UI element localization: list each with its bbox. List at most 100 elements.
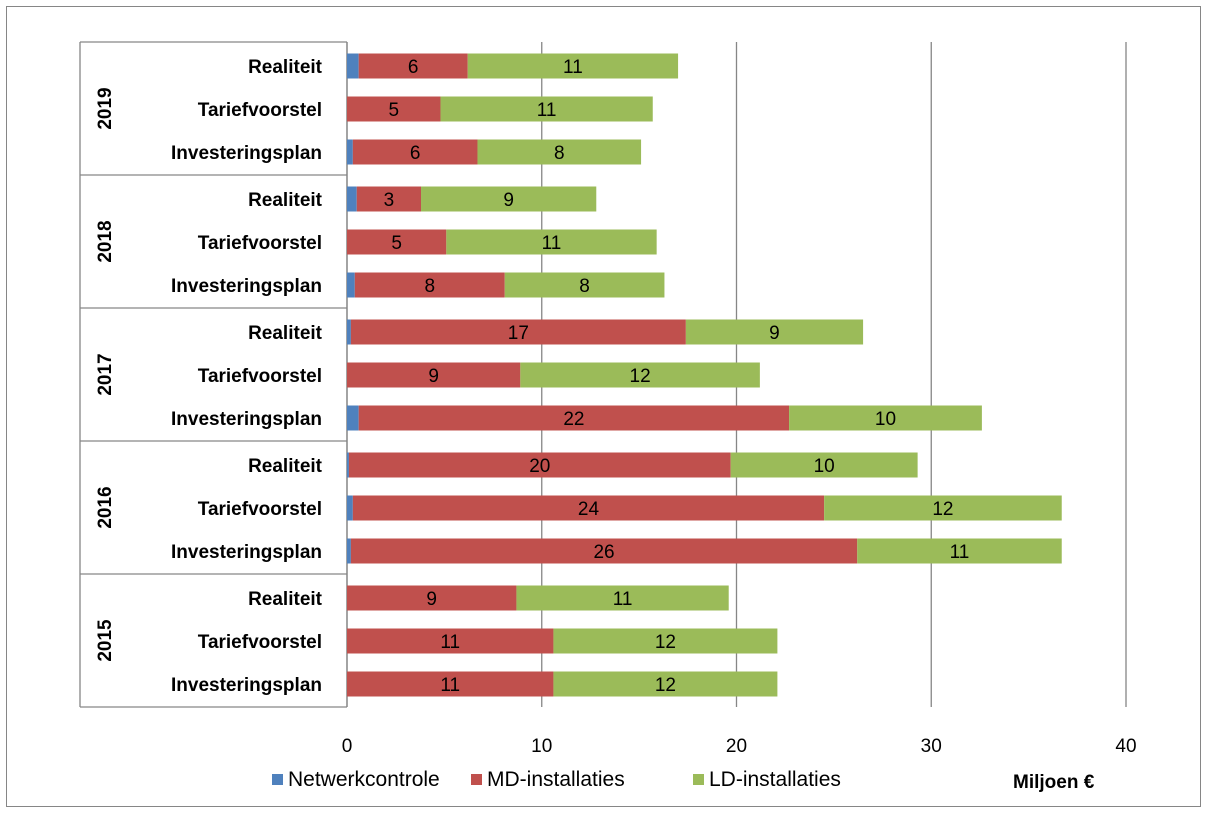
bar-netwerkcontrole — [347, 452, 349, 478]
bar-md-installaties — [352, 495, 825, 521]
bar-md-installaties — [358, 405, 790, 431]
legend-label: LD-installaties — [709, 768, 841, 791]
category-label: Realiteit — [248, 323, 323, 344]
bar-ld-installaties — [824, 495, 1062, 521]
data-label: 9 — [769, 323, 780, 344]
group-label: 2017 — [95, 353, 116, 395]
bar-ld-installaties — [446, 229, 657, 255]
legend-swatch — [471, 774, 482, 785]
data-label: 8 — [424, 276, 435, 297]
category-label: Realiteit — [248, 57, 323, 78]
bar-ld-installaties — [553, 628, 778, 654]
bar-ld-installaties — [504, 272, 665, 298]
data-label: 11 — [440, 675, 460, 696]
data-label: 6 — [408, 57, 419, 78]
category-label: Tariefvoorstel — [198, 366, 322, 387]
bar-ld-installaties — [520, 362, 760, 388]
category-label: Realiteit — [248, 589, 323, 610]
x-axis-title: Miljoen € — [1013, 772, 1095, 793]
bar-netwerkcontrole — [347, 405, 359, 431]
category-label: Investeringsplan — [171, 143, 322, 164]
bar-ld-installaties — [516, 585, 729, 611]
x-tick-label: 0 — [342, 736, 353, 757]
data-label: 9 — [426, 589, 437, 610]
data-label: 10 — [814, 456, 835, 477]
data-label: 3 — [384, 190, 395, 211]
category-label: Realiteit — [248, 190, 323, 211]
data-label: 11 — [950, 542, 970, 563]
data-label: 5 — [388, 100, 399, 121]
bar-netwerkcontrole — [347, 538, 351, 564]
bar-ld-installaties — [730, 452, 918, 478]
data-label: 11 — [563, 57, 583, 78]
category-label: Tariefvoorstel — [198, 100, 322, 121]
data-label: 17 — [508, 323, 529, 344]
data-label: 12 — [932, 499, 953, 520]
category-label: Tariefvoorstel — [198, 233, 322, 254]
bar-md-installaties — [352, 139, 478, 165]
bar-netwerkcontrole — [347, 139, 353, 165]
bar-md-installaties — [347, 229, 447, 255]
bar-ld-installaties — [685, 319, 864, 345]
bar-md-installaties — [347, 671, 554, 697]
legend-label: MD-installaties — [487, 768, 625, 791]
bar-ld-installaties — [421, 186, 597, 212]
data-label: 10 — [875, 409, 896, 430]
group-label: 2018 — [95, 220, 116, 262]
category-label: Investeringsplan — [171, 675, 322, 696]
bar-md-installaties — [347, 362, 521, 388]
bar-md-installaties — [348, 452, 731, 478]
bar-md-installaties — [350, 319, 686, 345]
bar-md-installaties — [347, 585, 517, 611]
category-label: Tariefvoorstel — [198, 499, 322, 520]
bar-ld-installaties — [553, 671, 778, 697]
data-label: 11 — [542, 233, 562, 254]
legend-swatch — [693, 774, 704, 785]
category-label: Investeringsplan — [171, 542, 322, 563]
data-label: 12 — [655, 675, 676, 696]
data-label: 22 — [563, 409, 584, 430]
x-tick-label: 20 — [726, 736, 747, 757]
data-label: 5 — [391, 233, 402, 254]
bar-md-installaties — [358, 53, 468, 79]
x-tick-label: 40 — [1115, 736, 1136, 757]
x-tick-label: 10 — [531, 736, 552, 757]
bar-netwerkcontrole — [347, 495, 353, 521]
group-label: 2015 — [95, 619, 116, 662]
bar-netwerkcontrole — [347, 319, 351, 345]
x-tick-label: 30 — [921, 736, 942, 757]
chart-border — [6, 6, 1201, 807]
data-label: 20 — [529, 456, 550, 477]
data-label: 8 — [579, 276, 590, 297]
category-label: Realiteit — [248, 456, 323, 477]
bar-md-installaties — [356, 186, 422, 212]
bar-md-installaties — [354, 272, 505, 298]
bar-md-installaties — [347, 628, 554, 654]
data-label: 26 — [593, 542, 614, 563]
data-label: 11 — [613, 589, 633, 610]
data-label: 9 — [503, 190, 514, 211]
data-label: 12 — [630, 366, 651, 387]
data-label: 12 — [655, 632, 676, 653]
data-label: 6 — [410, 143, 421, 164]
category-label: Tariefvoorstel — [198, 632, 322, 653]
bar-ld-installaties — [467, 53, 679, 79]
category-label: Investeringsplan — [171, 276, 322, 297]
category-label: Investeringsplan — [171, 409, 322, 430]
group-label: 2016 — [95, 486, 116, 528]
group-label: 2019 — [95, 87, 116, 129]
legend-label: Netwerkcontrole — [288, 768, 440, 791]
legend-swatch — [272, 774, 283, 785]
bar-md-installaties — [350, 538, 858, 564]
bar-netwerkcontrole — [347, 186, 357, 212]
bar-ld-installaties — [857, 538, 1062, 564]
bar-md-installaties — [347, 96, 441, 122]
bar-ld-installaties — [477, 139, 642, 165]
data-label: 11 — [537, 100, 557, 121]
data-label: 24 — [578, 499, 600, 520]
bar-netwerkcontrole — [347, 53, 359, 79]
data-label: 9 — [428, 366, 439, 387]
data-label: 8 — [554, 143, 565, 164]
